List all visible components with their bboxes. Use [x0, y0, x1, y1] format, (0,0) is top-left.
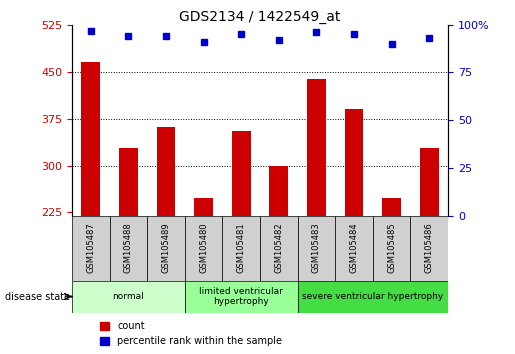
Bar — [147, 216, 185, 280]
Bar — [345, 109, 364, 216]
Text: GSM105488: GSM105488 — [124, 223, 133, 273]
Title: GDS2134 / 1422549_at: GDS2134 / 1422549_at — [179, 10, 341, 24]
Text: GSM105485: GSM105485 — [387, 223, 396, 273]
Legend: count, percentile rank within the sample: count, percentile rank within the sample — [96, 318, 286, 350]
Text: GSM105483: GSM105483 — [312, 223, 321, 273]
Text: severe ventricular hypertrophy: severe ventricular hypertrophy — [302, 292, 443, 301]
Bar — [260, 216, 298, 280]
Bar — [194, 198, 213, 216]
Text: GSM105487: GSM105487 — [87, 223, 95, 273]
Text: GSM105480: GSM105480 — [199, 223, 208, 273]
Bar — [81, 62, 100, 216]
Bar — [410, 216, 448, 280]
Text: disease state: disease state — [5, 292, 70, 302]
Text: GSM105482: GSM105482 — [274, 223, 283, 273]
Bar — [110, 216, 147, 280]
Bar — [232, 131, 251, 216]
Bar — [335, 216, 373, 280]
Text: GSM105489: GSM105489 — [162, 223, 170, 273]
Text: GSM105481: GSM105481 — [237, 223, 246, 273]
Bar — [298, 216, 335, 280]
Bar — [373, 216, 410, 280]
Text: normal: normal — [113, 292, 144, 301]
Bar — [72, 216, 110, 280]
Bar — [269, 166, 288, 216]
Bar — [298, 280, 448, 313]
Text: GSM105484: GSM105484 — [350, 223, 358, 273]
Bar — [382, 198, 401, 216]
Bar — [307, 79, 326, 216]
Bar — [185, 280, 298, 313]
Bar — [185, 216, 222, 280]
Text: GSM105486: GSM105486 — [425, 223, 434, 273]
Bar — [420, 148, 439, 216]
Bar — [157, 127, 176, 216]
Bar — [119, 148, 138, 216]
Bar — [222, 216, 260, 280]
Bar — [72, 280, 185, 313]
Text: limited ventricular
hypertrophy: limited ventricular hypertrophy — [199, 287, 283, 306]
